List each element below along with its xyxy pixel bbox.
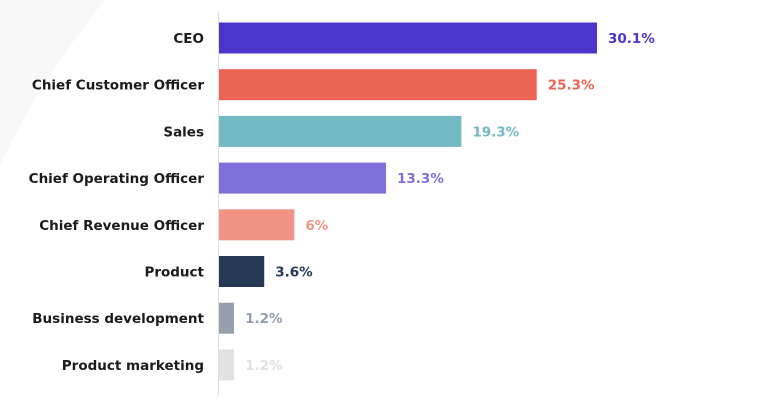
- data-label: 1.2%: [245, 311, 283, 327]
- data-label: 30.1%: [608, 31, 655, 47]
- data-label: 1.2%: [245, 358, 283, 374]
- data-label: 3.6%: [275, 265, 313, 281]
- bar: [219, 256, 265, 287]
- data-label: 25.3%: [548, 78, 595, 94]
- category-label: Business development: [32, 311, 204, 327]
- bar: [219, 302, 235, 334]
- category-label: Chief Revenue Officer: [39, 218, 204, 234]
- bar: [219, 349, 235, 381]
- bar: [219, 22, 597, 54]
- bar: [219, 209, 295, 241]
- bar: [219, 69, 537, 101]
- category-label: Product: [144, 265, 204, 281]
- data-label: 13.3%: [397, 171, 444, 187]
- category-label: Chief Operating Officer: [29, 171, 205, 187]
- category-label: Chief Customer Officer: [32, 78, 204, 94]
- category-label: Sales: [163, 124, 204, 140]
- category-label: Product marketing: [62, 358, 204, 374]
- category-label: CEO: [173, 31, 204, 47]
- bar: [219, 115, 462, 147]
- data-label: 6%: [305, 218, 328, 234]
- bar: [219, 162, 387, 194]
- data-label: 19.3%: [472, 124, 519, 140]
